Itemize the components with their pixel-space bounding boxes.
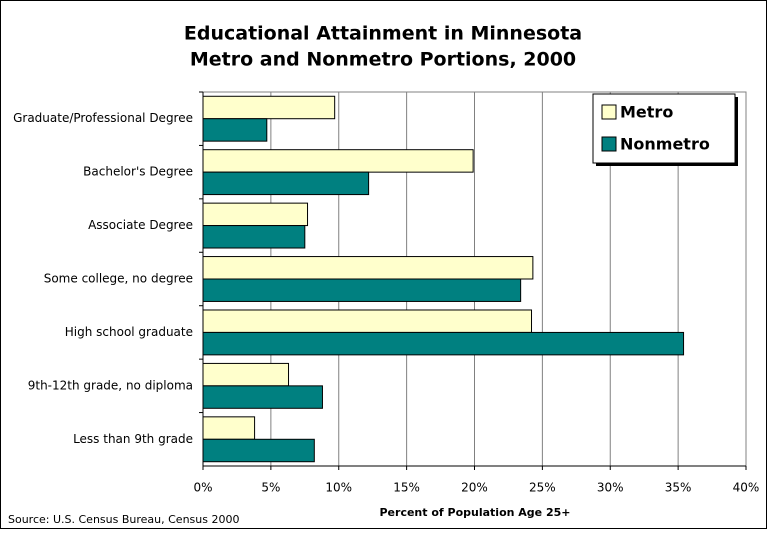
bar [202,362,290,387]
bar [202,416,256,440]
bar [202,331,685,356]
bar [202,385,323,409]
y-tick-label: Less than 9th grade [73,432,193,446]
chart-title: Educational Attainment in Minnesota [184,23,582,45]
legend-label: Metro [620,103,673,122]
bar [202,118,268,142]
x-tick-label: 10% [325,481,352,495]
x-axis-label: Percent of Population Age 25+ [380,506,571,519]
bar [202,202,309,227]
legend-label: Nonmetro [620,135,710,154]
x-tick-label: 20% [461,481,488,495]
y-tick-label: High school graduate [65,325,193,339]
y-tick-label: Some college, no degree [44,272,193,286]
bar [202,171,370,196]
legend-swatch [601,104,617,120]
bar [202,225,306,249]
x-tick-label: 0% [193,481,212,495]
bar [202,278,522,302]
x-tick-label: 15% [393,481,420,495]
bar [202,309,533,333]
y-tick-label: Graduate/Professional Degree [13,111,193,125]
legend [592,93,736,164]
bar [202,149,474,173]
x-tick-label: 30% [597,481,624,495]
x-tick-label: 40% [733,481,760,495]
source-note: Source: U.S. Census Bureau, Census 2000 [8,513,239,526]
chart-subtitle: Metro and Nonmetro Portions, 2000 [190,49,576,71]
y-tick-label: 9th-12th grade, no diploma [28,378,193,392]
legend-swatch [601,136,617,152]
x-tick-label: 35% [665,481,692,495]
bar [202,256,534,280]
bar [202,95,336,120]
x-tick-label: 5% [261,481,280,495]
x-tick-label: 25% [529,481,556,495]
bar [202,438,315,463]
y-tick-label: Bachelor's Degree [83,165,193,179]
y-tick-label: Associate Degree [88,218,193,232]
